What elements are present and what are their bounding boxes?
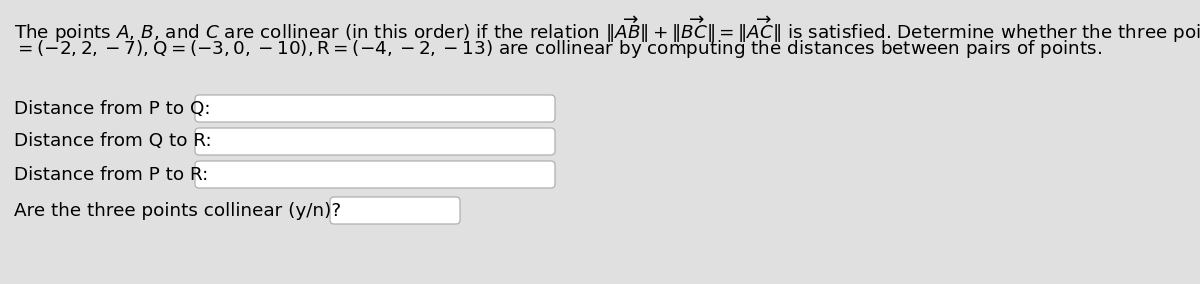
Text: The points $\mathit{A}$, $\mathit{B}$, and $\mathit{C}$ are collinear (in this o: The points $\mathit{A}$, $\mathit{B}$, a… (14, 14, 1200, 45)
FancyBboxPatch shape (194, 95, 554, 122)
FancyBboxPatch shape (194, 128, 554, 155)
Text: $= (-2, 2, -7), \mathrm{Q} = (-3, 0, -10), \mathrm{R} = (-4, -2, -13)$ are colli: $= (-2, 2, -7), \mathrm{Q} = (-3, 0, -10… (14, 38, 1102, 60)
FancyBboxPatch shape (194, 161, 554, 188)
Text: Are the three points collinear (y/n)?: Are the three points collinear (y/n)? (14, 202, 341, 220)
FancyBboxPatch shape (330, 197, 460, 224)
Text: Distance from P to R:: Distance from P to R: (14, 166, 209, 183)
Text: Distance from P to Q:: Distance from P to Q: (14, 99, 210, 118)
Text: Distance from Q to R:: Distance from Q to R: (14, 133, 211, 151)
